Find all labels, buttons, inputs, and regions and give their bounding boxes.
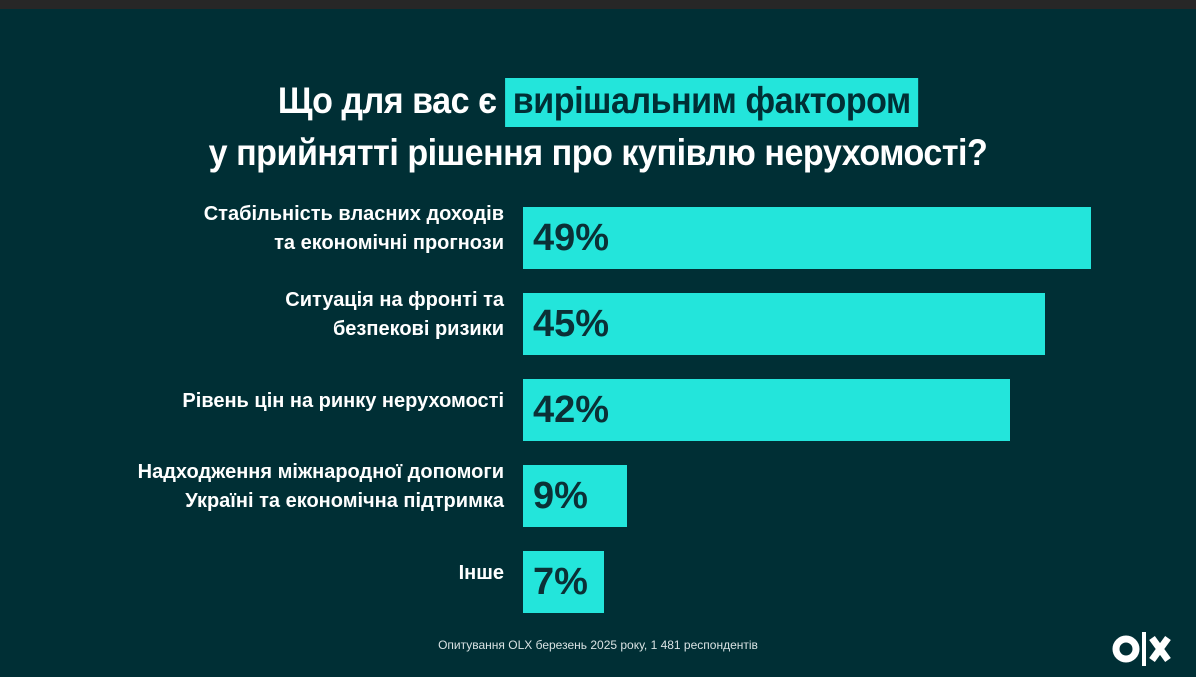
chart-title-line1: Що для вас є вирішальним фактором (48, 78, 1148, 127)
chart-title-line2: у прийнятті рішення про купівлю нерухомо… (208, 132, 988, 173)
category-label: Стабільність власних доходів та економічн… (203, 203, 504, 254)
value-label: 42% (533, 389, 610, 431)
category-label: Рівень цін на ринку нерухомості (182, 389, 504, 412)
value-label: 7% (533, 561, 588, 603)
category-label: Інше (458, 561, 504, 584)
bar (523, 207, 1092, 269)
footer-source: Опитування OLX березень 2025 року, 1 481… (438, 638, 758, 652)
bar (523, 379, 1011, 441)
value-label: 9% (533, 475, 588, 517)
bar (523, 551, 605, 613)
bar (523, 293, 1045, 355)
value-label: 45% (533, 303, 610, 345)
title-text: Що для вас є (277, 80, 497, 121)
title-highlight: вирішальним фактором (505, 78, 919, 127)
olx-logo (1112, 632, 1171, 666)
category-label: Надходження міжнародної допомоги Україні … (137, 461, 504, 512)
top-bar (0, 0, 1196, 9)
bar (523, 465, 628, 527)
category-label: Ситуація на фронті та безпекові ризики (285, 289, 504, 340)
value-label: 49% (533, 217, 610, 259)
